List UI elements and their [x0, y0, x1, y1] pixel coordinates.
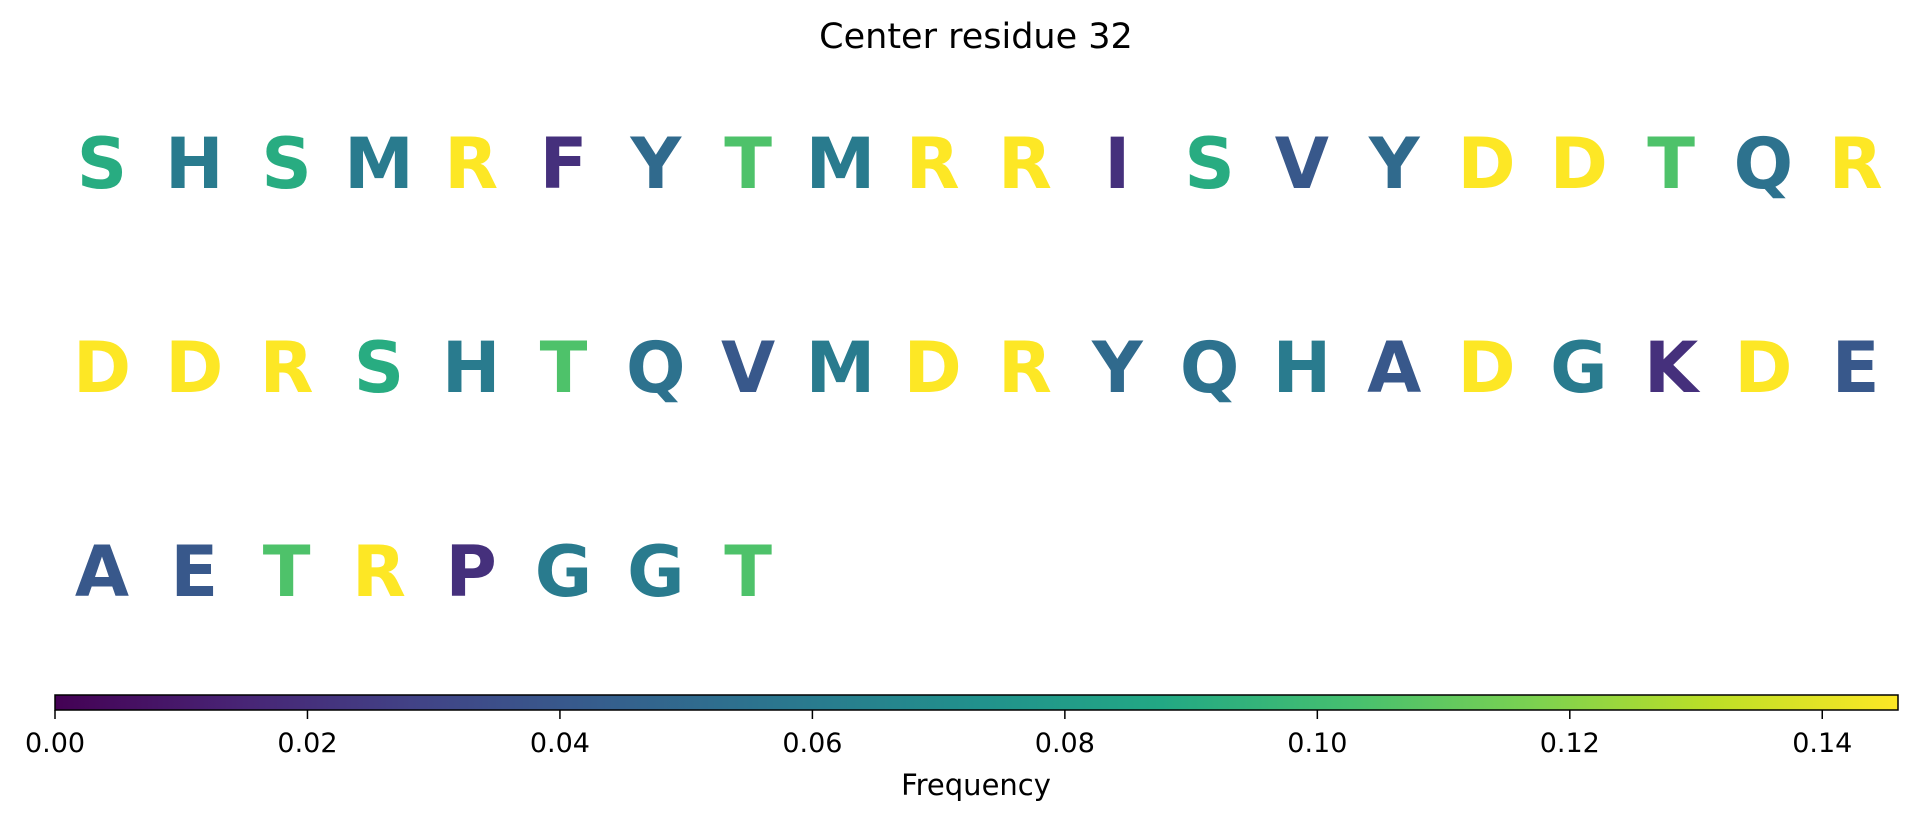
residue-letter: E	[1832, 327, 1880, 409]
residue-letter: Y	[629, 123, 682, 205]
residue-letter: R	[1829, 123, 1883, 205]
residue-letter: R	[444, 123, 498, 205]
residue-letter: Q	[1734, 123, 1794, 205]
colorbar-label: Frequency	[901, 768, 1051, 802]
residue-letter: M	[806, 123, 876, 205]
residue-letters: S H S M R F Y T M R R I S V Y D D T Q RD D R S H T Q V M D R Y Q H A D G K D E…	[73, 123, 1883, 613]
residue-letter: D	[1457, 327, 1515, 409]
residue-letter: D	[1457, 123, 1515, 205]
residue-letter: H	[1273, 327, 1332, 409]
residue-letter: D	[1734, 327, 1792, 409]
residue-letter: E	[170, 531, 218, 613]
residue-letter: T	[540, 327, 588, 409]
residue-letter: M	[344, 123, 414, 205]
residue-letter: V	[721, 327, 775, 409]
colorbar-tick-label: 0.14	[1792, 728, 1852, 759]
residue-letter: D	[1550, 123, 1608, 205]
residue-letter: P	[446, 531, 497, 613]
residue-letter: V	[1275, 123, 1329, 205]
residue-letter: T	[263, 531, 311, 613]
colorbar-tick-label: 0.10	[1287, 728, 1347, 759]
residue-letter: H	[442, 327, 501, 409]
residue-letter: R	[260, 327, 314, 409]
residue-letter: R	[998, 327, 1052, 409]
residue-letter: D	[904, 327, 962, 409]
colorbar-tick-label: 0.06	[782, 728, 842, 759]
residue-letter: S	[1184, 123, 1234, 205]
residue-letter: G	[535, 531, 592, 613]
residue-letter: I	[1104, 123, 1130, 205]
residue-letter: R	[998, 123, 1052, 205]
residue-letter: D	[165, 327, 223, 409]
residue-letter: F	[540, 123, 588, 205]
colorbar: 0.00 0.02 0.04 0.06 0.08 0.10 0.12 0.14 Frequen…	[25, 694, 1899, 802]
colorbar-tick-label: 0.00	[25, 728, 85, 759]
residue-letter: M	[806, 327, 876, 409]
colorbar-tick-label: 0.08	[1035, 728, 1095, 759]
residue-letter: T	[724, 123, 772, 205]
residue-letter: G	[627, 531, 684, 613]
residue-letter: Y	[1368, 123, 1421, 205]
residue-letter: S	[261, 123, 311, 205]
residue-letter: A	[75, 531, 129, 613]
residue-letter: S	[77, 123, 127, 205]
chart-title: Center residue 32	[819, 17, 1133, 57]
residue-letter: H	[165, 123, 224, 205]
colorbar-tick-label: 0.12	[1540, 728, 1600, 759]
residue-letter: G	[1550, 327, 1607, 409]
residue-letter: T	[724, 531, 772, 613]
residue-letter: S	[354, 327, 404, 409]
residue-letter: T	[1647, 123, 1695, 205]
residue-letter: R	[352, 531, 406, 613]
residue-letter: K	[1644, 327, 1701, 409]
colorbar-ticks: 0.00 0.02 0.04 0.06 0.08 0.10 0.12 0.14	[25, 710, 1852, 759]
residue-letter: Q	[1180, 327, 1240, 409]
residue-letter: A	[1367, 327, 1421, 409]
colorbar-gradient	[54, 694, 1899, 711]
residue-letter: Y	[1091, 327, 1144, 409]
colorbar-tick-label: 0.02	[277, 728, 337, 759]
colorbar-tick-label: 0.04	[530, 728, 590, 759]
residue-letter: Q	[626, 327, 686, 409]
residue-letter: D	[73, 327, 131, 409]
residue-letter: R	[906, 123, 960, 205]
